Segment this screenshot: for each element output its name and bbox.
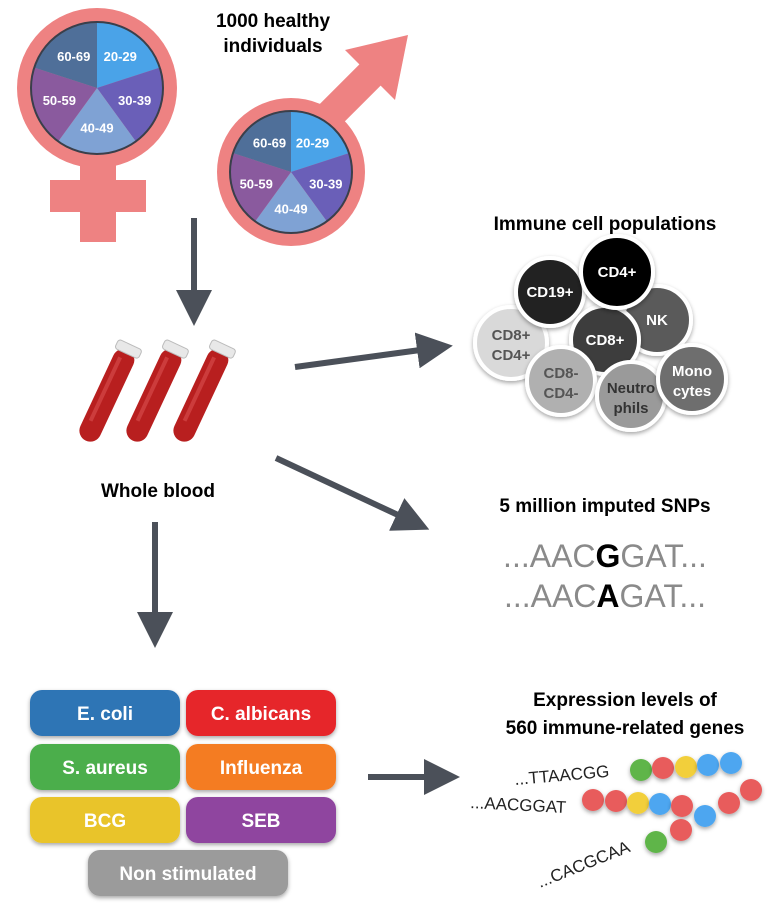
expression-title-line1: Expression levels of <box>533 690 717 711</box>
cell-cd4: CD4+ <box>579 234 655 310</box>
cell-label-line1: Neutro <box>607 380 655 397</box>
female-age-pie: 20-29 30-39 40-49 50-59 60-69 <box>30 21 164 155</box>
cell-label-line1: Mono <box>672 363 712 380</box>
snp-seq1-suffix: GAT... <box>620 538 707 574</box>
immune-cell-cluster: NK CD8+ CD4+ CD19+ CD8+ CD4+ CD8- CD4- Neutro phi… <box>473 234 728 432</box>
immune-title: Immune cell populations <box>494 214 717 235</box>
snp-sequence-1: ...AACGGAT... <box>503 538 707 574</box>
cohort-title-line2: individuals <box>223 36 322 57</box>
blood-tubes-icon <box>79 339 236 442</box>
cell-neutro: Neutro phils <box>595 360 667 432</box>
expression-dot <box>582 789 604 811</box>
expression-dot <box>718 792 740 814</box>
age-label: 50-59 <box>240 176 273 191</box>
pie-slice-60-69 <box>232 111 291 172</box>
cohort-title-line1: 1000 healthy <box>216 11 330 32</box>
age-label: 40-49 <box>80 121 113 136</box>
stimulus-e-coli: E. coli <box>30 690 180 736</box>
stimulus-label: Non stimulated <box>119 864 256 885</box>
snp-seq2-allele: A <box>596 578 619 614</box>
age-label: 20-29 <box>296 135 329 150</box>
sequence-text: ...TTAACGG <box>514 762 610 789</box>
expression-title-line2: 560 immune-related genes <box>506 718 745 739</box>
female-symbol: 20-29 30-39 40-49 50-59 60-69 <box>17 8 177 242</box>
age-label: 40-49 <box>274 202 307 217</box>
cell-label-line1: CD8+ <box>492 327 531 344</box>
expression-dot <box>645 831 667 853</box>
cell-label-line2: phils <box>613 400 648 417</box>
gene-sequence-1: ...TTAACGG <box>514 752 742 789</box>
expression-dot <box>697 754 719 776</box>
cell-label-line2: CD4+ <box>492 347 531 364</box>
cell-label-line2: cytes <box>673 383 711 400</box>
snp-sequence-2: ...AACAGAT... <box>504 578 706 614</box>
pie-slice-60-69 <box>34 22 97 88</box>
expression-dot <box>720 752 742 774</box>
stimulus-c-albicans: C. albicans <box>186 690 336 736</box>
age-label: 30-39 <box>309 176 342 191</box>
cell-label-line2: CD4- <box>543 385 578 402</box>
snps-title: 5 million imputed SNPs <box>499 496 710 517</box>
pie-slice-50-59 <box>31 67 98 142</box>
gene-expression-sequences: ...TTAACGG ...AACGGAT ...CACGCAA <box>470 752 762 892</box>
pie-slice-30-39 <box>291 153 352 222</box>
pie-slice-20-29 <box>97 22 160 88</box>
stimulus-seb: SEB <box>186 797 336 843</box>
cell-label-line1: CD8+ <box>586 332 625 349</box>
age-label: 60-69 <box>253 135 286 150</box>
stimulus-label: E. coli <box>77 704 133 725</box>
gene-sequence-2: ...AACGGAT <box>470 789 693 817</box>
expression-dot <box>675 756 697 778</box>
sequence-text: ...AACGGAT <box>470 793 567 817</box>
snp-seq2-suffix: GAT... <box>620 578 707 614</box>
age-label: 50-59 <box>43 93 76 108</box>
cell-cd8cd4: CD8+ CD4+ <box>473 305 549 381</box>
expression-dot <box>649 793 671 815</box>
expression-dot <box>671 795 693 817</box>
pie-slice-30-39 <box>97 67 163 142</box>
expression-dot <box>694 805 716 827</box>
snp-seq1-prefix: ...AAC <box>503 538 595 574</box>
stimulus-label: BCG <box>84 811 126 832</box>
arrow-to-immune-cells <box>294 332 453 370</box>
stimulus-label: C. albicans <box>211 704 311 725</box>
expression-dot <box>630 759 652 781</box>
stimulus-label: S. aureus <box>62 758 148 779</box>
cell-label-line1: CD19+ <box>526 284 573 301</box>
expression-dot <box>627 792 649 814</box>
stimulus-influenza: Influenza <box>186 744 336 790</box>
stimulus-label: SEB <box>241 811 280 832</box>
expression-dot <box>670 819 692 841</box>
stimulus-bcg: BCG <box>30 797 180 843</box>
expression-dot <box>605 790 627 812</box>
cell-mono: Mono cytes <box>656 343 728 415</box>
sequence-text: ...CACGCAA <box>534 837 633 892</box>
expression-dot <box>652 757 674 779</box>
pie-slice-20-29 <box>291 111 350 172</box>
age-label: 60-69 <box>57 49 90 64</box>
snp-seq1-allele: G <box>596 538 621 574</box>
gene-sequence-3: ...CACGCAA <box>534 779 762 892</box>
cell-label-line1: CD8- <box>543 365 578 382</box>
stimulation-conditions: E. coli C. albicans S. aureus Influenza BCG S… <box>30 690 336 896</box>
snp-seq2-prefix: ...AAC <box>504 578 596 614</box>
stimulus-label: Influenza <box>220 758 303 779</box>
age-label: 20-29 <box>104 49 137 64</box>
pie-slice-50-59 <box>230 153 291 222</box>
pie-slice-40-49 <box>255 172 327 233</box>
arrow-to-snps <box>274 455 430 531</box>
cell-label-line1: NK <box>646 312 668 329</box>
whole-blood-label: Whole blood <box>101 481 215 502</box>
pie-slice-40-49 <box>58 88 136 155</box>
cell-dn: CD8- CD4- <box>525 345 597 417</box>
stimulus-s-aureus: S. aureus <box>30 744 180 790</box>
cell-cd19: CD19+ <box>514 256 586 328</box>
expression-dot <box>740 779 762 801</box>
age-label: 30-39 <box>118 93 151 108</box>
cell-label-line1: CD4+ <box>598 264 637 281</box>
stimulus-non-stimulated: Non stimulated <box>88 850 288 896</box>
